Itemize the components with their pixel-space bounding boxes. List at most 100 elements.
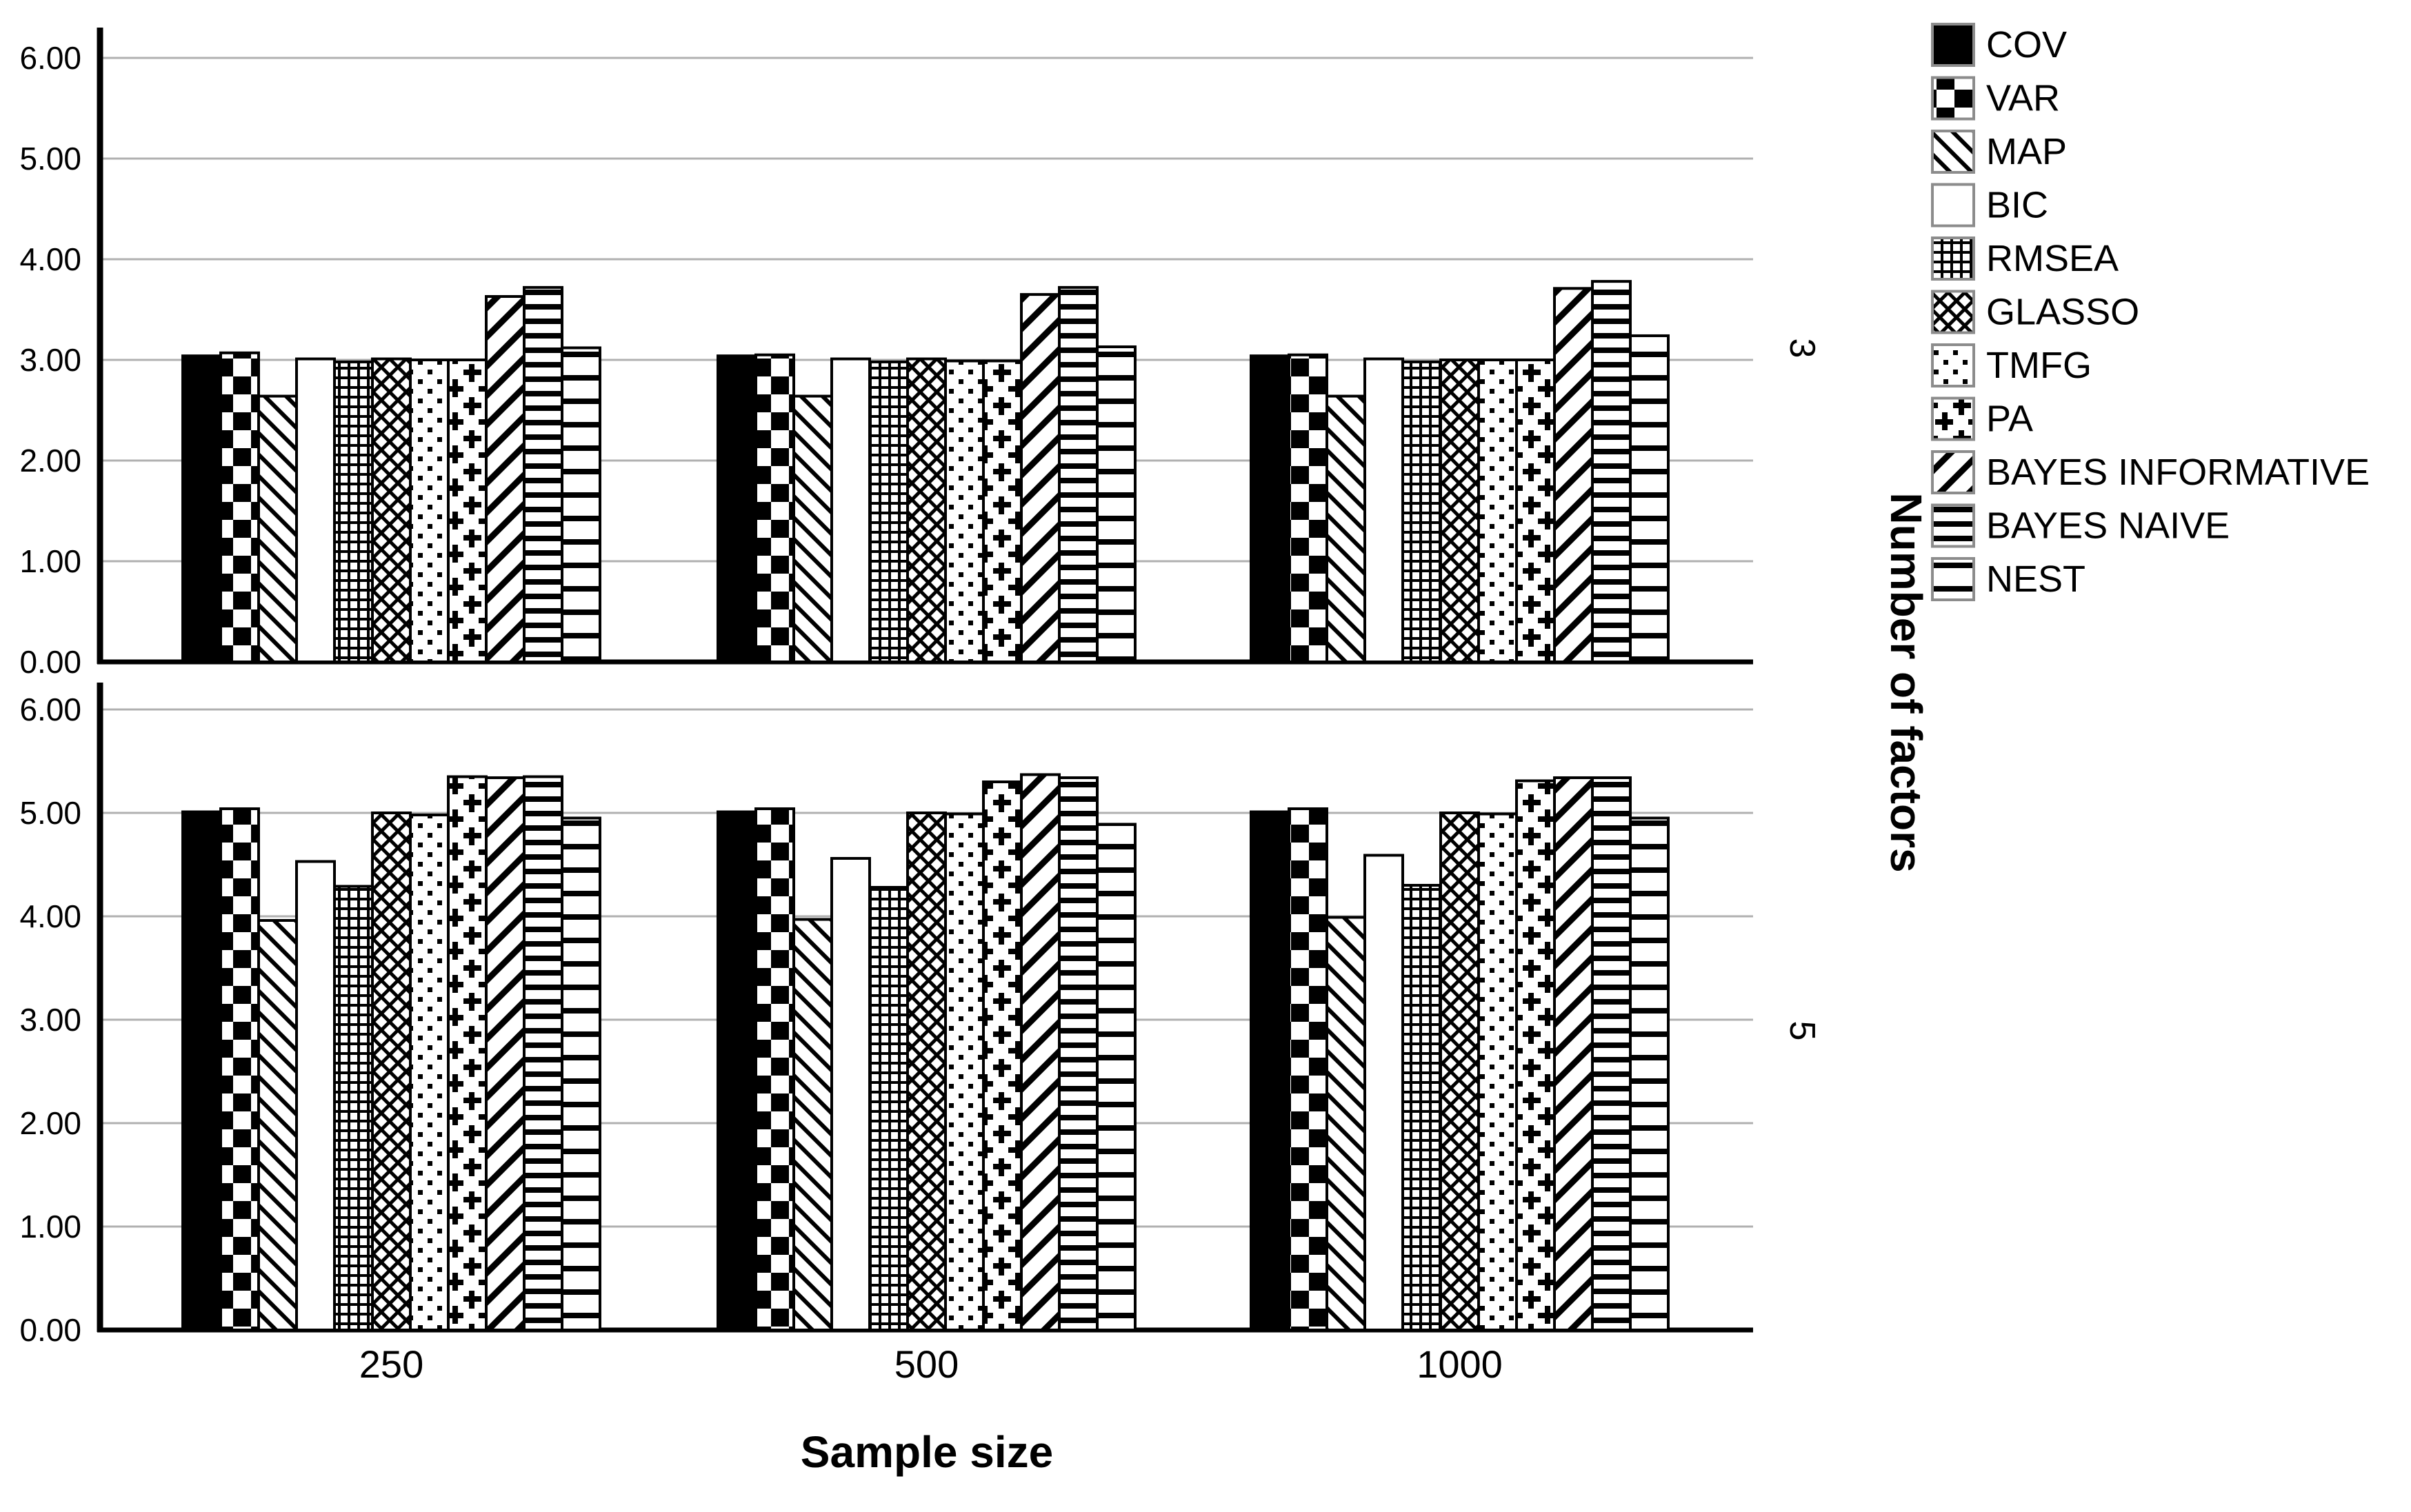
bar-pa-500-factor5: [982, 780, 1023, 1331]
bar-glasso-500-factor5: [906, 812, 947, 1331]
bar-bic-500-factor5: [830, 857, 871, 1331]
bar-tmfg-1000-factor5: [1477, 812, 1518, 1331]
legend-label-tmfg: TMFG: [1986, 345, 2092, 386]
bar-nest-1000-factor3: [1629, 334, 1670, 663]
legend-swatch-bic-plain-white-icon: [1931, 183, 1975, 228]
bar-cov-1000-factor3: [1250, 354, 1290, 663]
legend-label-map: MAP: [1986, 131, 2067, 172]
legend-swatch-map-diagonal-down-icon: [1931, 130, 1975, 174]
legend-layer: COV VAR MAP BIC RMSEA GLASSO TMFG PA BAYES INFOR…: [1931, 23, 2370, 601]
legend-swatch-pa-plus-signs-icon: [1931, 396, 1975, 441]
y-axis-title: Number of factors: [1881, 492, 1931, 872]
panel-3-ytick-6.00: 6.00: [19, 40, 81, 76]
legend-swatch-var-checkerboard-icon: [1931, 76, 1975, 121]
panel-3-ytick-1.00: 1.00: [19, 543, 81, 579]
bar-tmfg-500-factor3: [944, 359, 985, 664]
bar-cov-500-factor3: [717, 354, 757, 663]
bar-bayes-naive-250-factor3: [523, 285, 563, 663]
facet-label-3: 3: [1782, 339, 1822, 359]
legend-label-bic: BIC: [1986, 185, 2048, 226]
panel-3-ytick-3.00: 3.00: [19, 342, 81, 378]
bar-rmsea-250-factor5: [333, 885, 374, 1331]
facet-label-5: 5: [1782, 1021, 1822, 1041]
bar-var-500-factor5: [754, 807, 795, 1331]
legend-label-bayes-informative: BAYES INFORMATIVE: [1986, 452, 2370, 493]
bar-bic-1000-factor3: [1363, 357, 1404, 663]
legend-label-pa: PA: [1986, 399, 2033, 440]
bar-tmfg-500-factor5: [944, 812, 985, 1331]
bar-tmfg-1000-factor3: [1477, 359, 1518, 663]
bar-bayes-naive-1000-factor5: [1591, 776, 1632, 1331]
bar-map-500-factor3: [792, 394, 833, 663]
bar-rmsea-1000-factor5: [1401, 884, 1442, 1331]
panel-3-ytick-2.00: 2.00: [19, 443, 81, 478]
bar-bayes-naive-500-factor3: [1058, 285, 1099, 663]
axis-text-layer: 0.00 1.00 2.00 3.00 4.00 5.00 6.00 0.00 1.00 2.00…: [19, 40, 1502, 1386]
panel-5-ytick-6.00: 6.00: [19, 692, 81, 727]
legend-swatch-cov-solid-black-icon: [1931, 23, 1975, 67]
panel-3-ytick-5.00: 5.00: [19, 141, 81, 177]
bar-rmsea-1000-factor3: [1401, 360, 1442, 663]
bar-bayes-informative-1000-factor3: [1553, 287, 1594, 663]
bar-nest-250-factor3: [561, 346, 601, 663]
bar-rmsea-500-factor5: [868, 886, 909, 1331]
xtick-250: 250: [359, 1342, 423, 1386]
bar-pa-250-factor5: [447, 775, 488, 1331]
legend-swatch-tmfg-dots-icon: [1931, 343, 1975, 387]
bars-layer: [181, 280, 1670, 1331]
bar-pa-1000-factor3: [1515, 359, 1556, 663]
bar-rmsea-250-factor3: [333, 360, 374, 663]
bar-rmsea-500-factor3: [868, 360, 909, 663]
panel-5-ytick-2.00: 2.00: [19, 1105, 81, 1141]
bar-bayes-naive-500-factor5: [1058, 776, 1099, 1331]
legend-swatch-bayes-naive-horizontal-dense-icon: [1931, 503, 1975, 548]
bar-glasso-250-factor5: [371, 812, 412, 1331]
bar-cov-500-factor5: [717, 810, 757, 1331]
bar-bayes-naive-250-factor5: [523, 775, 563, 1331]
bar-bic-500-factor3: [830, 357, 871, 663]
legend-label-rmsea: RMSEA: [1986, 238, 2119, 279]
bar-bic-1000-factor5: [1363, 854, 1404, 1331]
panel-3-ytick-4.00: 4.00: [19, 241, 81, 277]
bar-nest-500-factor5: [1096, 823, 1137, 1331]
bar-nest-250-factor5: [561, 816, 601, 1331]
bar-bayes-informative-250-factor5: [485, 776, 526, 1331]
xtick-500: 500: [894, 1342, 959, 1386]
panel-3-ytick-0.00: 0.00: [19, 644, 81, 680]
bar-cov-250-factor3: [181, 354, 222, 663]
bar-glasso-500-factor3: [906, 357, 947, 663]
legend-label-glasso: GLASSO: [1986, 292, 2139, 333]
bar-tmfg-250-factor5: [409, 814, 450, 1331]
bar-tmfg-250-factor3: [409, 359, 450, 663]
bar-map-1000-factor3: [1325, 394, 1366, 663]
bar-var-500-factor3: [754, 353, 795, 663]
bar-nest-1000-factor5: [1629, 816, 1670, 1331]
legend-label-cov: COV: [1986, 24, 2067, 65]
x-axis-title: Sample size: [801, 1427, 1053, 1477]
bar-pa-1000-factor5: [1515, 779, 1556, 1331]
bar-bic-250-factor3: [295, 357, 336, 663]
panel-5-ytick-1.00: 1.00: [19, 1209, 81, 1244]
legend-swatch-nest-horizontal-sparse-icon: [1931, 557, 1975, 601]
legend-swatch-bayes-informative-diagonal-up-icon: [1931, 450, 1975, 494]
bar-map-250-factor5: [257, 919, 298, 1331]
panel-5-ytick-5.00: 5.00: [19, 795, 81, 831]
bar-var-1000-factor5: [1288, 807, 1328, 1331]
bar-var-250-factor5: [219, 807, 260, 1331]
bar-cov-1000-factor5: [1250, 810, 1290, 1331]
bar-bayes-informative-250-factor3: [485, 295, 526, 663]
bar-nest-500-factor3: [1096, 345, 1137, 663]
bar-var-1000-factor3: [1288, 353, 1328, 663]
bar-bayes-informative-1000-factor5: [1553, 776, 1594, 1331]
legend-label-var: VAR: [1986, 78, 2060, 119]
xtick-1000: 1000: [1417, 1342, 1503, 1386]
bar-map-1000-factor5: [1325, 916, 1366, 1331]
bar-map-500-factor5: [792, 918, 833, 1331]
bar-cov-250-factor5: [181, 810, 222, 1331]
bar-glasso-1000-factor5: [1439, 812, 1480, 1331]
bar-var-250-factor3: [219, 351, 260, 663]
legend-swatch-rmsea-grid-icon: [1931, 236, 1975, 281]
panel-5-ytick-3.00: 3.00: [19, 1002, 81, 1038]
